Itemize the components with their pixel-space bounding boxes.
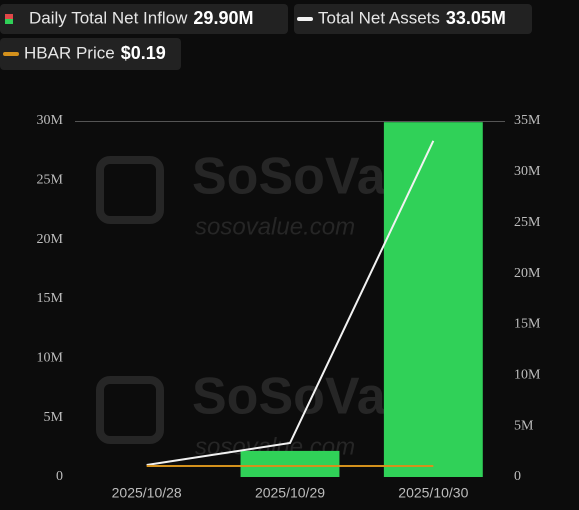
legend-value: 33.05M [446, 8, 506, 28]
y2-tick-label: 10M [514, 368, 541, 383]
y2-tick-label: 25M [514, 215, 541, 230]
watermark-url: sosovalue.com [195, 213, 355, 240]
legend-label: Total Net Assets [318, 8, 440, 27]
legend-chip [294, 4, 532, 34]
legend-chip [0, 38, 181, 70]
x-tick-label: 2025/10/30 [398, 485, 468, 501]
legend-label: Daily Total Net Inflow [29, 8, 188, 27]
y2-tick-label: 0 [514, 469, 521, 484]
y2-tick-label: 15M [514, 317, 541, 332]
x-tick-label: 2025/10/28 [112, 485, 182, 501]
y-tick-label: 25M [37, 173, 64, 188]
legend-chip [0, 4, 288, 34]
y-tick-label: 5M [44, 410, 64, 425]
y2-tick-label: 20M [514, 266, 541, 281]
y-tick-label: 20M [37, 232, 64, 247]
y2-tick-label: 35M [514, 113, 541, 128]
y-tick-label: 15M [37, 291, 64, 306]
watermark-logo [96, 156, 164, 224]
legend-label: HBAR Price [24, 43, 115, 62]
line [146, 140, 435, 466]
watermark-logo [96, 376, 164, 444]
y2-tick-label: 30M [514, 164, 541, 179]
bar [383, 122, 483, 477]
bar [240, 450, 340, 477]
legend-value: 29.90M [193, 8, 253, 28]
y2-tick-label: 5M [514, 418, 534, 433]
legend-icon [5, 19, 13, 24]
legend-icon [5, 14, 13, 19]
y-tick-label: 30M [37, 113, 64, 128]
x-tick-label: 2025/10/29 [255, 485, 325, 501]
y-tick-label: 0 [56, 469, 63, 484]
legend-value: $0.19 [121, 43, 166, 63]
y-tick-label: 10M [37, 351, 64, 366]
